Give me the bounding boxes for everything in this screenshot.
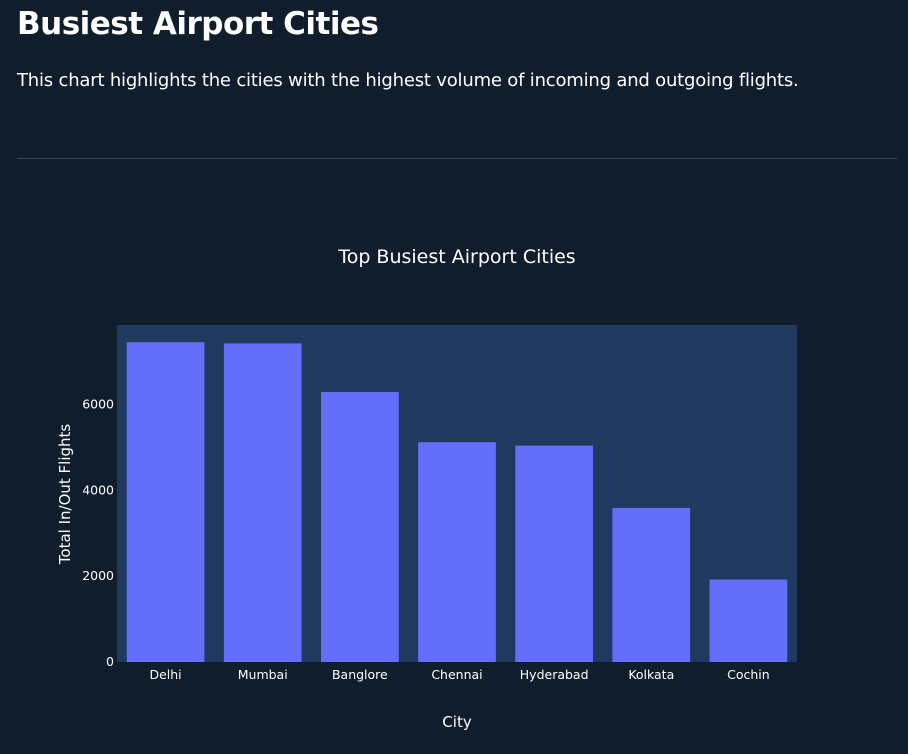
x-tick-label: Mumbai [238, 667, 288, 682]
chart-title: Top Busiest Airport Cities [337, 246, 575, 268]
x-tick-label: Delhi [149, 667, 181, 682]
y-axis-label: Total In/Out Flights [56, 424, 74, 566]
bar-delhi[interactable] [126, 342, 205, 662]
bar-banglore[interactable] [321, 391, 399, 662]
x-tick-label: Chennai [431, 667, 482, 682]
bar-hyderabad[interactable] [515, 445, 593, 662]
page-title: Busiest Airport Cities [17, 6, 379, 42]
bar-mumbai[interactable] [223, 343, 302, 662]
bar-cochin[interactable] [709, 579, 788, 662]
x-tick-label: Cochin [727, 667, 770, 682]
bar-chennai[interactable] [418, 442, 496, 662]
y-tick-label: 0 [106, 654, 114, 669]
y-tick-label: 2000 [82, 568, 114, 583]
y-tick-label: 6000 [82, 396, 114, 411]
x-tick-label: Hyderabad [520, 667, 589, 682]
page-description: This chart highlights the cities with th… [17, 70, 799, 91]
x-axis-label: City [442, 713, 472, 731]
y-tick-label: 4000 [82, 482, 114, 497]
bar-kolkata[interactable] [612, 507, 691, 662]
divider [17, 158, 897, 159]
x-tick-label: Banglore [332, 667, 388, 682]
x-tick-label: Kolkata [628, 667, 674, 682]
